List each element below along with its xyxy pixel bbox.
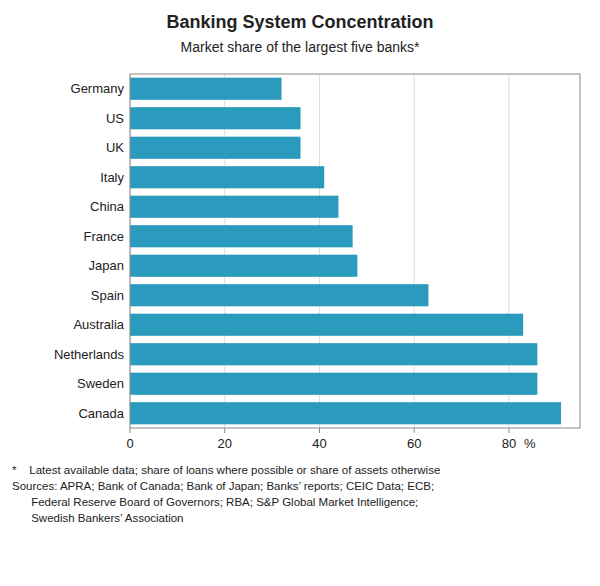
footnote: Federal Reserve Board of Governors; RBA;… bbox=[12, 496, 418, 508]
footnotes: * Latest available data; share of loans … bbox=[12, 464, 440, 524]
chart-container: Banking System Concentration Market share… bbox=[0, 0, 600, 586]
category-label: UK bbox=[106, 140, 124, 155]
tick-mark bbox=[508, 428, 509, 433]
bar bbox=[130, 107, 301, 129]
tick-label: 20 bbox=[218, 436, 232, 451]
category-label: Sweden bbox=[77, 376, 124, 391]
category-label: Germany bbox=[71, 81, 125, 96]
bar bbox=[130, 314, 523, 336]
tick-label: 60 bbox=[407, 436, 421, 451]
tick-label: 40 bbox=[312, 436, 326, 451]
bar bbox=[130, 343, 537, 365]
bar bbox=[130, 225, 353, 247]
bar bbox=[130, 78, 282, 100]
bar bbox=[130, 166, 324, 188]
footnote: Swedish Bankers’ Association bbox=[12, 512, 184, 524]
chart-subtitle: Market share of the largest five banks* bbox=[181, 39, 420, 55]
category-label: France bbox=[84, 229, 124, 244]
tick-mark bbox=[414, 428, 415, 433]
bar bbox=[130, 402, 561, 424]
tick-label: 0 bbox=[126, 436, 133, 451]
category-label: US bbox=[106, 111, 124, 126]
category-label: China bbox=[90, 199, 125, 214]
axis-unit-label: % bbox=[524, 436, 536, 451]
tick-mark bbox=[319, 428, 320, 433]
bar bbox=[130, 255, 357, 277]
plot-frame bbox=[130, 74, 580, 428]
footnote: Sources: APRA; Bank of Canada; Bank of J… bbox=[12, 480, 434, 492]
bar bbox=[130, 373, 537, 395]
bar bbox=[130, 137, 301, 159]
category-label: Italy bbox=[100, 170, 124, 185]
tick-mark bbox=[224, 428, 225, 433]
tick-mark bbox=[130, 428, 131, 433]
bars bbox=[130, 78, 561, 425]
category-label: Netherlands bbox=[54, 347, 125, 362]
chart-title: Banking System Concentration bbox=[166, 12, 433, 32]
category-label: Canada bbox=[78, 406, 124, 421]
bar bbox=[130, 284, 428, 306]
footnote: * Latest available data; share of loans … bbox=[12, 464, 440, 476]
tick-label: 80 bbox=[502, 436, 516, 451]
x-axis: 0 20 40 60 80% bbox=[126, 428, 536, 451]
category-label: Spain bbox=[91, 288, 124, 303]
y-axis: Germany US UK Italy China France Japan Spain Aus… bbox=[54, 81, 125, 421]
chart-svg: Banking System Concentration Market share… bbox=[0, 0, 600, 586]
category-label: Australia bbox=[73, 317, 124, 332]
category-label: Japan bbox=[89, 258, 124, 273]
bar bbox=[130, 196, 338, 218]
